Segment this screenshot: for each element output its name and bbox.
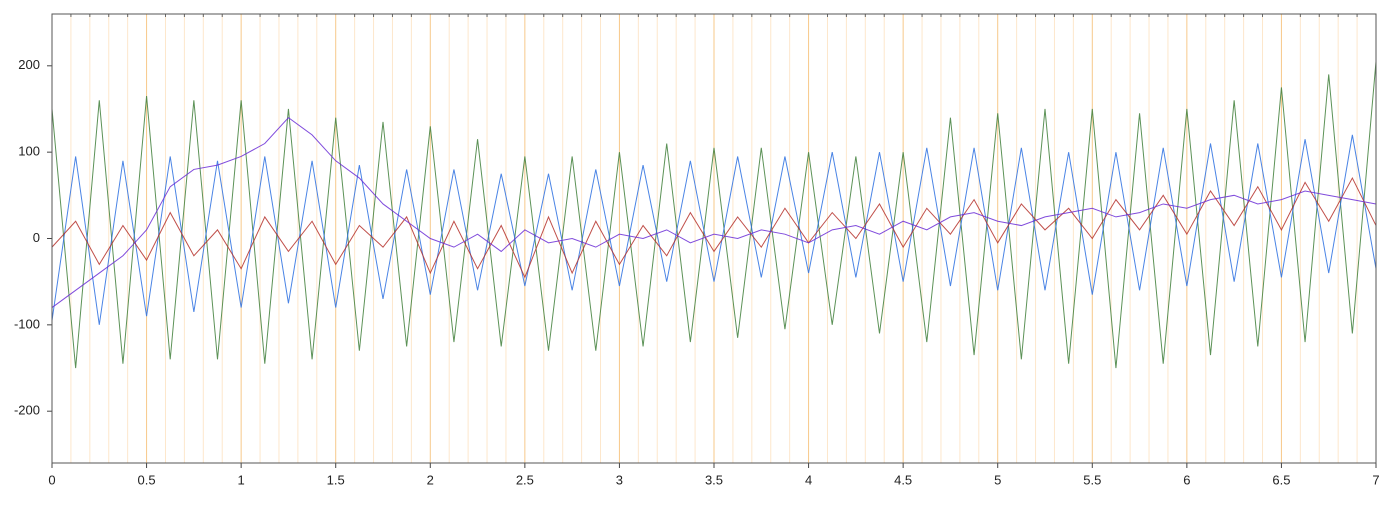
x-tick-label: 7 [1372, 472, 1379, 487]
x-tick-label: 1.5 [327, 472, 345, 487]
signal-line [51, 61, 1377, 369]
x-tick-label: 1 [238, 472, 245, 487]
x-tick-label: 2.5 [516, 472, 534, 487]
x-tick-label: 5.5 [1083, 472, 1101, 487]
plot-frame [51, 13, 1377, 464]
x-tick-label: 0.5 [138, 472, 156, 487]
x-tick-label: 3.5 [705, 472, 723, 487]
x-tick-label: 3 [616, 472, 623, 487]
y-tick-label: -200 [14, 403, 40, 418]
x-tick-label: 5 [994, 472, 1001, 487]
y-tick-label: 100 [18, 144, 40, 159]
signal-line [51, 116, 1377, 308]
x-tick-label: 6 [1183, 472, 1190, 487]
x-tick-label: 2 [427, 472, 434, 487]
x-tick-label: 4 [805, 472, 812, 487]
y-tick-label: -100 [14, 316, 40, 331]
signal-line [51, 134, 1377, 325]
x-tick-label: 4.5 [894, 472, 912, 487]
y-tick-label: 200 [18, 57, 40, 72]
y-tick-label: 0 [33, 230, 40, 245]
x-tick-label: 6.5 [1272, 472, 1290, 487]
x-tick-label: 0 [48, 472, 55, 487]
